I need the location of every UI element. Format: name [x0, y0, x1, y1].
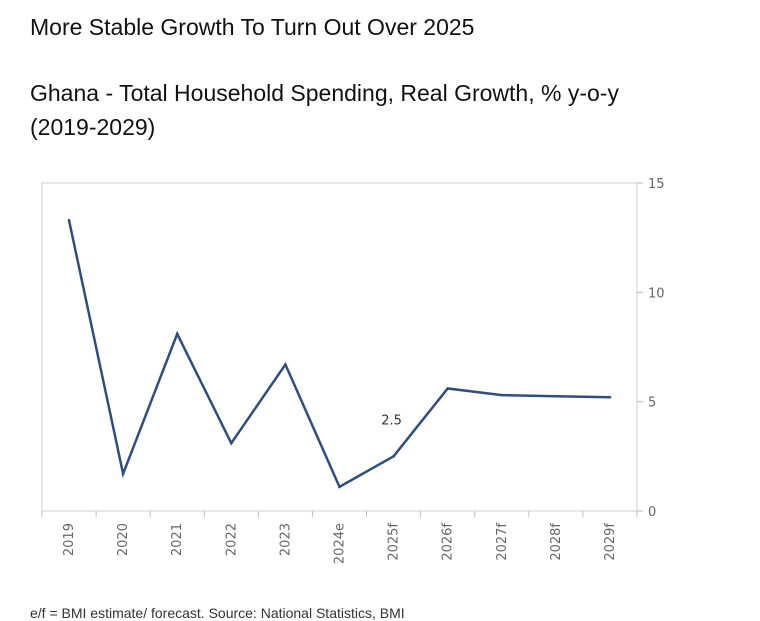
x-tick-label: 2022: [224, 523, 239, 556]
y-tick-label: 5: [648, 396, 656, 411]
y-tick-label: 15: [648, 177, 665, 192]
x-tick-label: 2020: [116, 523, 131, 556]
y-tick-label: 0: [648, 505, 656, 520]
x-tick-label: 2023: [278, 523, 293, 556]
chart-title: Ghana - Total Household Spending, Real G…: [30, 80, 619, 140]
data-point: [554, 394, 558, 398]
plot-area-border: [41, 182, 638, 512]
x-tick-label: 2028f: [549, 523, 564, 561]
series-layer: [67, 218, 612, 489]
data-point: [284, 363, 287, 366]
data-point: [230, 441, 233, 445]
data-point: [446, 387, 449, 390]
x-tick-label: 2026f: [441, 523, 456, 561]
y-axis: 0 5 10 15: [637, 177, 665, 520]
x-tick-label: 2024e: [333, 523, 348, 564]
source-footnote: e/f = BMI estimate/ forecast. Source: Na…: [30, 605, 405, 621]
data-point: [338, 485, 341, 489]
data-point: [500, 393, 504, 397]
x-tick-label: 2019: [62, 523, 77, 556]
y-tick-label: 10: [648, 286, 665, 301]
data-point: [608, 395, 612, 399]
x-axis: 2019 2020 2021 2022 2023 2024e 2025f 2026f 2027f…: [41, 511, 638, 564]
data-point: [175, 332, 179, 336]
data-point: [67, 218, 71, 222]
data-label: 2.5: [381, 413, 402, 428]
data-labels: 2.5: [381, 413, 402, 428]
x-tick-label: 2027f: [495, 523, 510, 561]
data-point: [121, 472, 125, 476]
x-tick-label: 2021: [170, 523, 185, 556]
data-point: [392, 455, 395, 458]
x-tick-label: 2029f: [603, 523, 618, 561]
series-line: [67, 219, 611, 489]
x-tick-label: 2025f: [387, 523, 402, 561]
page-headline: More Stable Growth To Turn Out Over 2025: [30, 14, 475, 40]
line-chart: 0 5 10 15 2019 2020 2021 2022 2023 2024e 2025f 202…: [41, 177, 665, 564]
